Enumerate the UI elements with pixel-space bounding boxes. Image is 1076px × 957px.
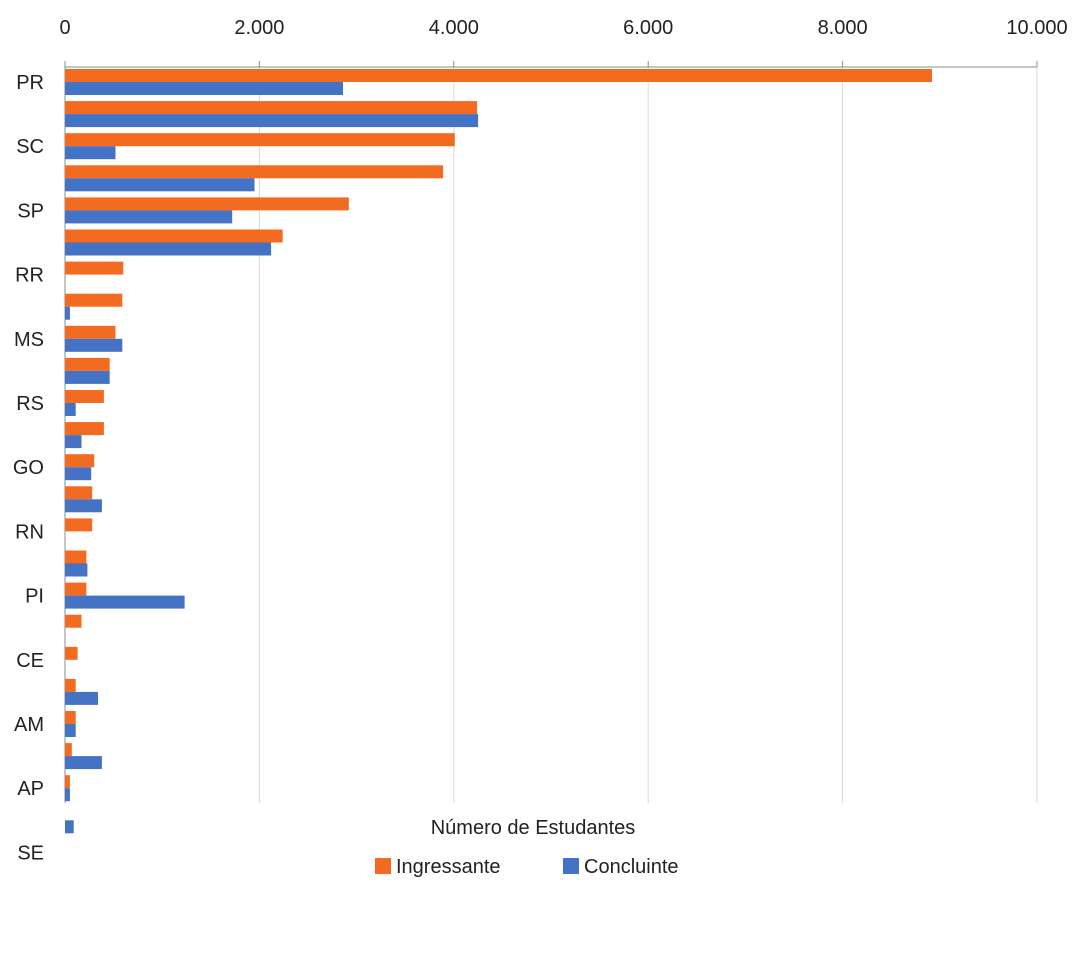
bar-ingressante [65, 422, 104, 436]
x-tick-label: 0 [59, 17, 70, 39]
bar-ingressante [65, 486, 93, 500]
bars [65, 69, 932, 834]
legend-label-concluinte: Concluinte [584, 856, 679, 878]
bar-concluinte [65, 242, 272, 256]
bar-concluinte [65, 467, 92, 481]
bar-ingressante [65, 229, 283, 243]
bar-concluinte [65, 146, 116, 160]
x-tick-label: 2.000 [234, 17, 284, 39]
bar-concluinte [65, 563, 88, 577]
x-tick-label: 8.000 [818, 17, 868, 39]
bar-ingressante [65, 133, 455, 147]
category-label: PI [25, 586, 44, 608]
bar-ingressante [65, 261, 124, 275]
bar-ingressante [65, 69, 932, 82]
bar-concluinte [65, 338, 123, 352]
bar-ingressante [65, 357, 110, 371]
bar-ingressante [65, 775, 70, 789]
bar-ingressante [65, 678, 76, 692]
legend: Ingressante Concluinte [375, 856, 679, 878]
bar-ingressante [65, 518, 93, 532]
bar-concluinte [65, 435, 82, 449]
legend-label-ingressante: Ingressante [396, 856, 501, 878]
legend-swatch-ingressante [375, 858, 391, 874]
category-label: AM [14, 714, 44, 736]
bar-ingressante [65, 582, 87, 596]
bar-ingressante [65, 165, 444, 179]
category-label: MS [14, 329, 44, 351]
bar-ingressante [65, 743, 72, 757]
bar-ingressante [65, 711, 76, 724]
bar-concluinte [65, 403, 76, 416]
bar-concluinte [65, 370, 110, 384]
category-label: SE [17, 842, 44, 864]
bar-concluinte [65, 306, 70, 320]
bar-ingressante [65, 390, 104, 403]
bar-ingressante [65, 325, 116, 339]
bar-concluinte [65, 820, 74, 834]
category-label: SP [17, 200, 44, 222]
category-label: CE [16, 650, 44, 672]
bar-ingressante [65, 454, 95, 468]
category-label: GO [13, 457, 44, 479]
bar-concluinte [65, 724, 76, 737]
x-tick-label: 10.000 [1006, 17, 1067, 39]
bar-ingressante [65, 614, 82, 628]
bar-ingressante [65, 550, 87, 564]
category-label: AP [17, 778, 44, 800]
x-tick-label: 6.000 [623, 17, 673, 39]
bar-ingressante [65, 101, 478, 115]
category-label: RN [15, 521, 44, 543]
category-label: PR [16, 72, 44, 94]
bar-concluinte [65, 210, 233, 224]
category-label: RR [15, 265, 44, 287]
bar-ingressante [65, 197, 349, 211]
bar-concluinte [65, 756, 102, 770]
x-axis-title: Número de Estudantes [431, 817, 636, 839]
bar-ingressante [65, 646, 78, 660]
bar-concluinte [65, 82, 343, 95]
bar-concluinte [65, 595, 185, 609]
bar-concluinte [65, 178, 255, 192]
category-label: RS [16, 393, 44, 415]
bar-concluinte [65, 114, 479, 128]
legend-swatch-concluinte [563, 858, 579, 874]
bar-ingressante [65, 293, 123, 307]
x-axis-ticks: 0 2.000 4.000 6.000 8.000 10.000 [59, 17, 1068, 67]
bar-concluinte [65, 691, 98, 705]
x-tick-label: 4.000 [429, 17, 479, 39]
bar-concluinte [65, 499, 102, 513]
bar-concluinte [65, 788, 70, 802]
category-label: SC [16, 136, 44, 158]
category-labels: PR SC SP RR MS RS GO RN PI CE AM AP SE [13, 72, 44, 864]
